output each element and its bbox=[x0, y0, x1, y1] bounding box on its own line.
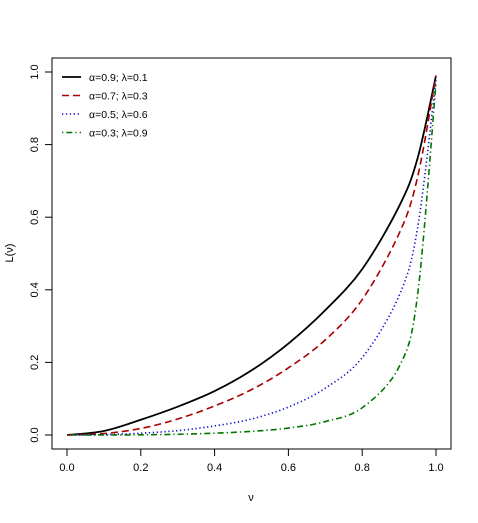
y-tick-label: 0.8 bbox=[29, 137, 41, 152]
series-line-4 bbox=[66, 82, 437, 436]
y-tick-label: 0.4 bbox=[29, 282, 41, 297]
x-tick-label: 1.0 bbox=[428, 462, 443, 474]
x-tick-label: 0.6 bbox=[281, 462, 296, 474]
series-line-1 bbox=[66, 75, 437, 436]
x-tick-label: 0.2 bbox=[133, 462, 148, 474]
y-tick-label: 0.0 bbox=[29, 427, 41, 442]
y-tick-label: 0.2 bbox=[29, 355, 41, 370]
y-tick-label: 1.0 bbox=[29, 64, 41, 79]
x-tick-label: 0.8 bbox=[355, 462, 370, 474]
legend-label-3: α=0.5; λ=0.6 bbox=[89, 109, 148, 121]
legend-label-4: α=0.3; λ=0.9 bbox=[89, 128, 148, 140]
x-tick-label: 0.0 bbox=[59, 462, 74, 474]
x-tick-label: 0.4 bbox=[207, 462, 222, 474]
x-axis-label: ν bbox=[248, 492, 254, 504]
legend-label-1: α=0.9; λ=0.1 bbox=[89, 72, 148, 84]
legend: α=0.9; λ=0.1 α=0.7; λ=0.3 α=0.5; λ=0.6 α=0.… bbox=[62, 72, 148, 140]
y-tick-label: 0.6 bbox=[29, 210, 41, 225]
y-axis-label: L(ν) bbox=[4, 244, 16, 263]
legend-label-2: α=0.7; λ=0.3 bbox=[89, 91, 148, 103]
series-line-2 bbox=[66, 75, 437, 436]
axes: 0.0 0.2 0.4 0.6 0.8 1.0 0.0 0.2 0.4 0.6 0.8 1.0 bbox=[29, 64, 444, 474]
series-group bbox=[66, 75, 437, 436]
